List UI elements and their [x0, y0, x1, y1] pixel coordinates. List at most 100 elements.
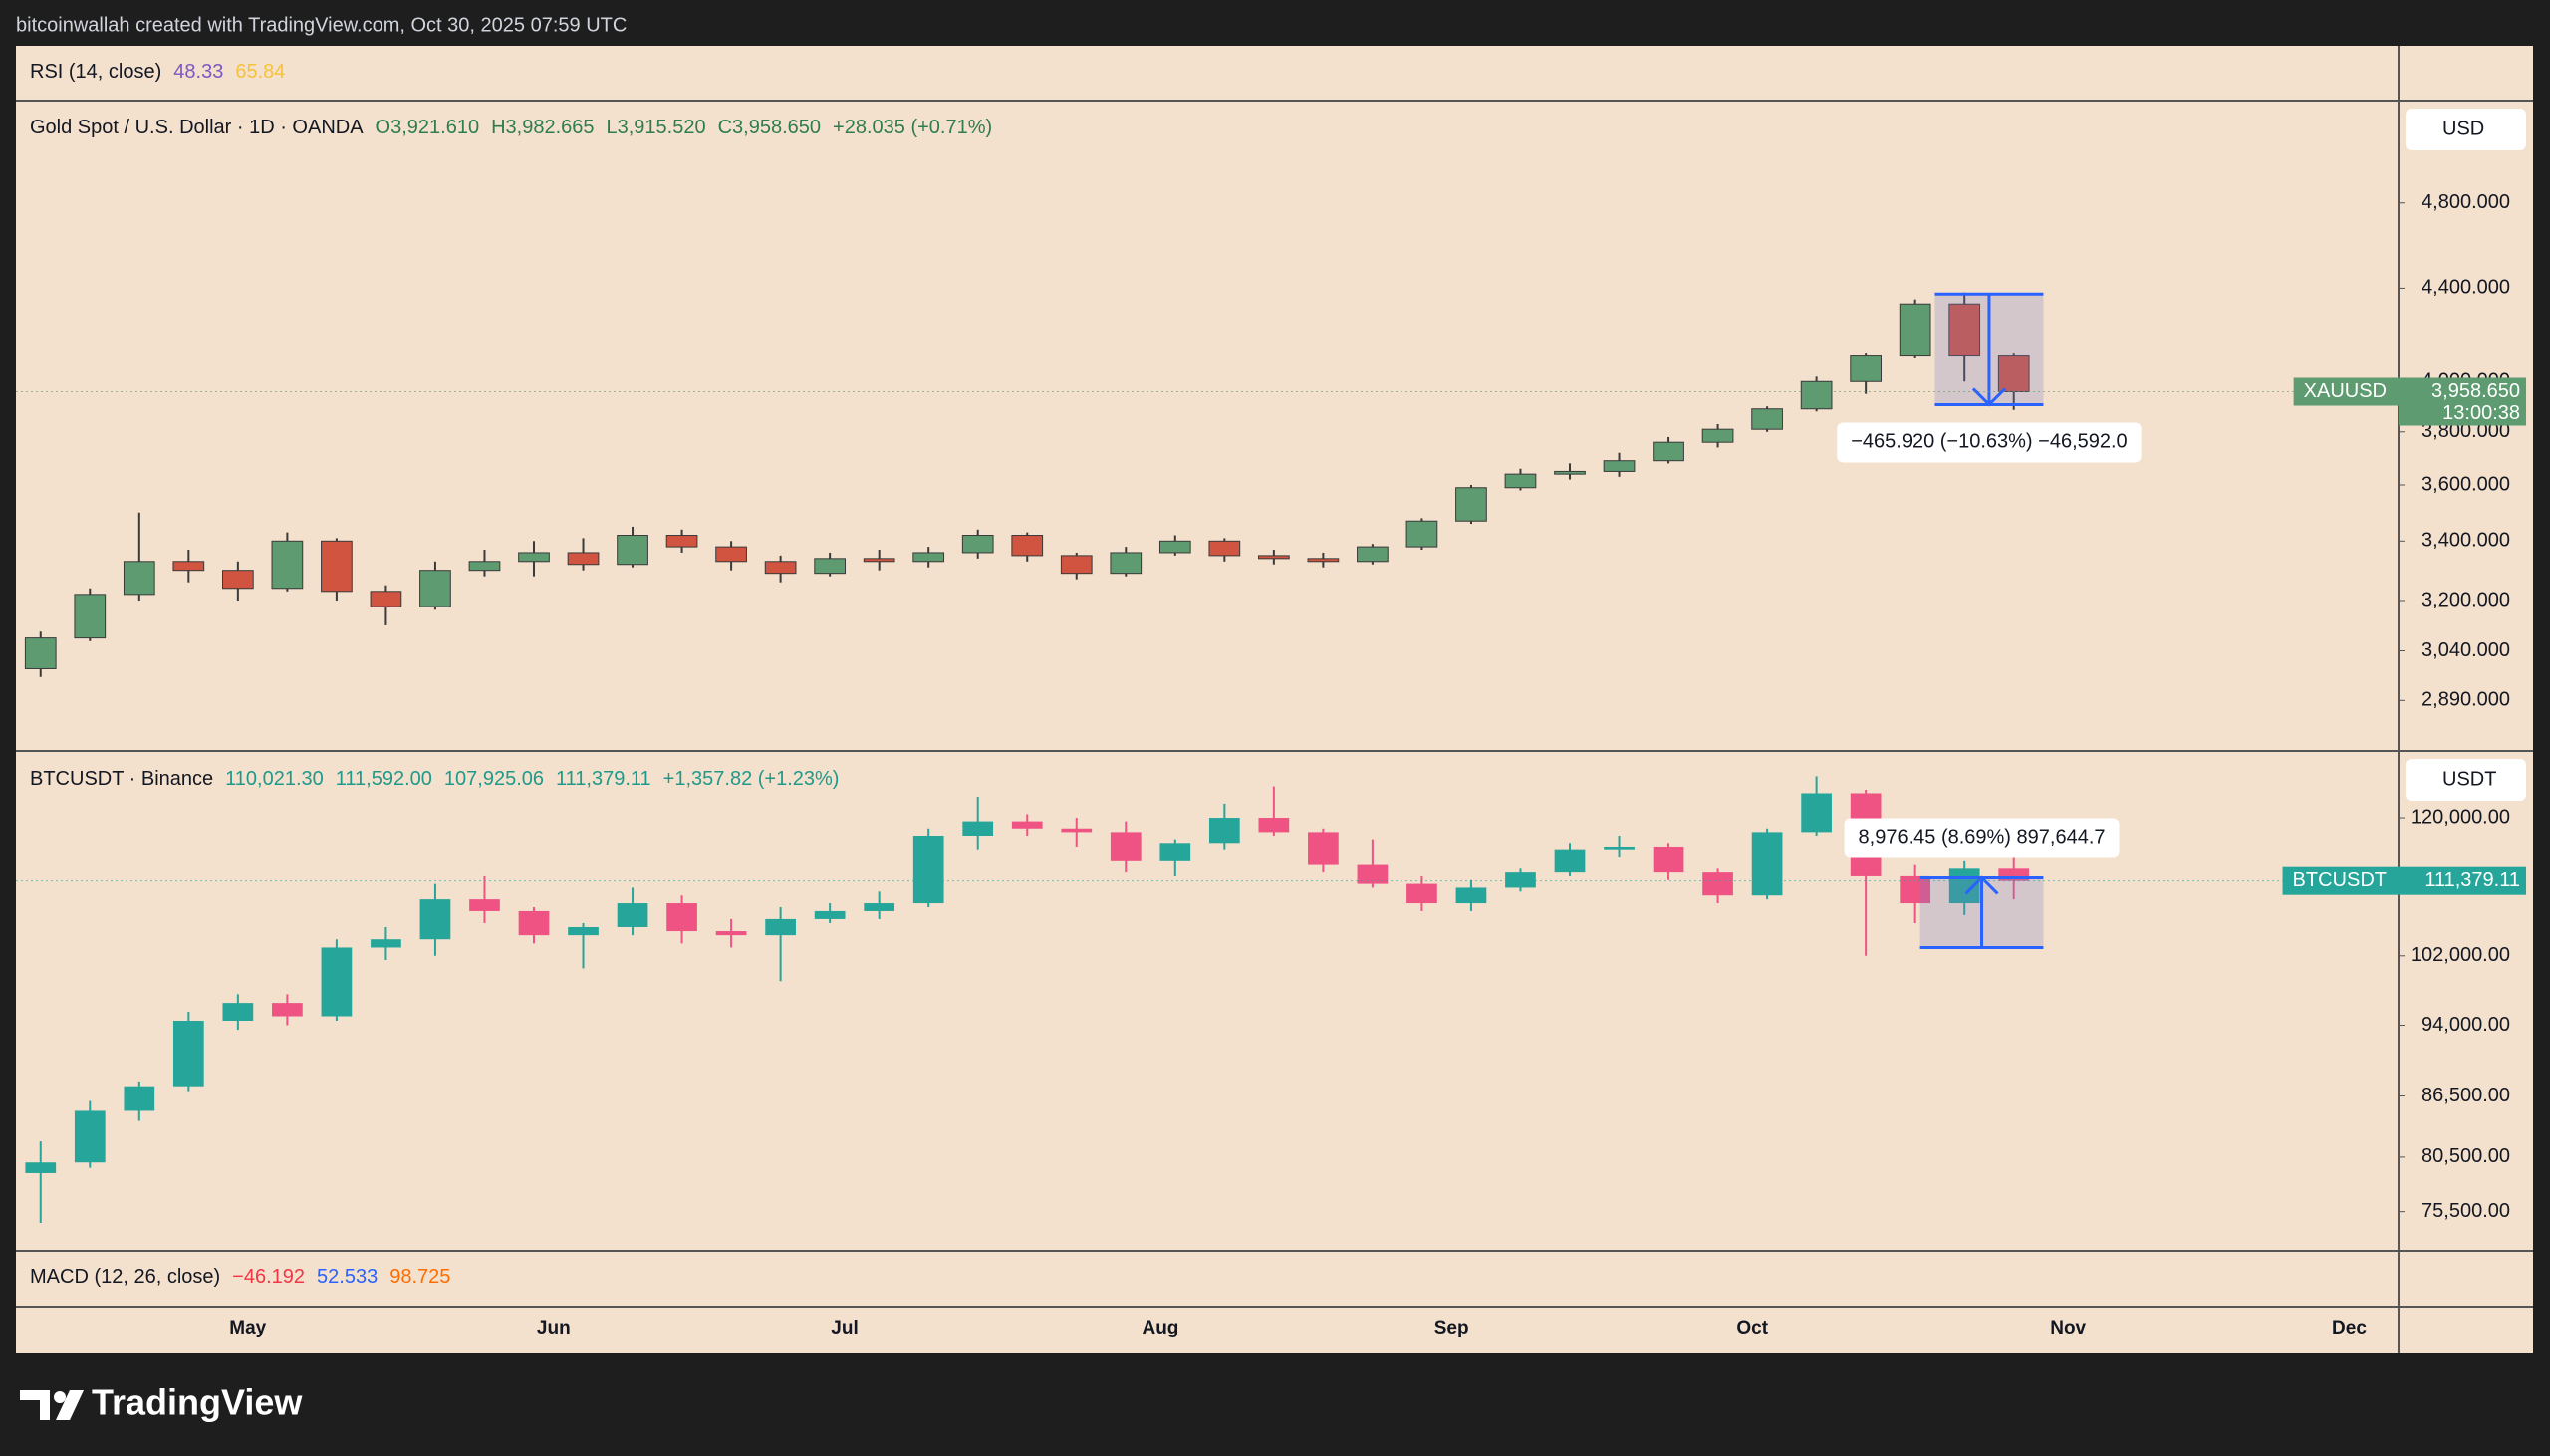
x-tick-label: May	[229, 1318, 266, 1338]
y-tick-label: 2,890.000	[2422, 689, 2510, 711]
candle-body	[123, 561, 155, 596]
measure-arrowhead	[1964, 875, 1999, 895]
y-tick-label: 3,400.000	[2422, 530, 2510, 552]
ohlc-value: O3,921.610	[375, 117, 480, 138]
y-tick-label: 80,500.00	[2422, 1145, 2510, 1167]
candle-body	[1357, 864, 1389, 884]
price-tag	[2399, 377, 2526, 426]
ohlc-value: H3,982.665	[491, 117, 595, 138]
ohlc-value: +1,357.82 (+1.23%)	[662, 768, 840, 790]
candle-body	[617, 535, 648, 566]
candle-body	[74, 594, 107, 639]
candle-body	[765, 918, 796, 936]
last-price-label: 3,958.650	[2431, 380, 2520, 402]
symbol-tag-box	[2282, 866, 2399, 895]
candle-body	[419, 899, 451, 940]
y-tick-label: 4,800.000	[2422, 191, 2510, 213]
candle-body	[1307, 558, 1340, 563]
candle-body	[24, 637, 57, 669]
candle-body	[419, 570, 451, 607]
measure-label-box	[1837, 422, 2142, 463]
ohlc-value: +28.035 (+0.71%)	[833, 117, 993, 138]
y-tick-label: 4,400.000	[2422, 277, 2510, 299]
candle-body	[272, 1003, 303, 1017]
y-tick-label: 3,040.000	[2422, 639, 2510, 661]
ohlc-value: 111,379.11	[556, 768, 651, 790]
logo	[20, 1390, 84, 1420]
currency-box	[2406, 759, 2526, 801]
candle-body	[1406, 883, 1437, 904]
candle-body	[222, 570, 254, 590]
ohlc-value: L3,915.520	[606, 117, 706, 138]
candle-body	[370, 591, 402, 607]
candle-body	[1110, 552, 1143, 575]
price-tag	[2399, 866, 2526, 895]
candle-body	[518, 910, 550, 936]
symbol-tag: BTCUSDT	[2293, 869, 2387, 891]
candle-body	[764, 561, 797, 575]
candle-body	[1751, 408, 1783, 430]
candle-body	[617, 903, 648, 927]
indicator-value: 52.533	[317, 1266, 379, 1288]
symbol-tag: XAUUSD	[2304, 380, 2387, 402]
rsi-legend: RSI (14, close) 48.33 65.84	[30, 62, 285, 82]
candle-body	[666, 903, 697, 932]
candle-body	[1011, 535, 1044, 557]
x-tick-label: Sep	[1434, 1318, 1469, 1338]
candle-body	[912, 836, 944, 904]
candle-body	[715, 546, 747, 563]
candle-body	[172, 561, 205, 572]
candle-body	[271, 540, 304, 590]
candle-body	[1060, 555, 1093, 575]
candle-body	[814, 910, 846, 919]
indicator-name: MACD (12, 26, close)	[30, 1266, 221, 1288]
y-tick-label: 94,000.00	[2422, 1014, 2510, 1036]
brand: TradingView	[92, 1382, 303, 1423]
measure-label: −465.920 (−10.63%) −46,592.0	[1851, 431, 2127, 453]
candle-body	[1554, 849, 1586, 873]
candle-body	[1158, 540, 1191, 554]
currency-box	[2406, 109, 2526, 150]
candle-body	[468, 561, 501, 572]
candle-body	[25, 1162, 57, 1173]
candle-body	[172, 1021, 204, 1087]
y-tick-label: 102,000.00	[2411, 944, 2510, 966]
y-tick-label: 3,600.000	[2422, 473, 2510, 495]
candle-body	[1061, 828, 1093, 833]
y-tick-label: 86,500.00	[2422, 1085, 2510, 1106]
y-tick-label: 3,200.000	[2422, 589, 2510, 610]
measure-label-group: −465.920 (−10.63%) −46,592.0	[1837, 422, 2142, 463]
candle-body	[961, 535, 994, 554]
measure-arrowhead	[1971, 387, 2007, 407]
ohlc-value: 111,592.00	[335, 768, 432, 790]
candle-body	[1504, 473, 1537, 489]
symbol-legend: Gold Spot / U.S. Dollar · 1D · OANDA O3,9…	[30, 118, 992, 137]
ohlc-value: C3,958.650	[717, 117, 822, 138]
candle-body	[1604, 846, 1635, 850]
countdown: 13:00:38	[2442, 402, 2520, 424]
symbol-legend: BTCUSDT · Binance 110,021.30 111,592.00 107…	[30, 769, 839, 789]
candle-body	[863, 558, 895, 563]
candle-body	[1208, 540, 1241, 557]
credit: bitcoinwallah created with TradingView.c…	[16, 14, 627, 36]
candle-body	[962, 821, 994, 837]
indicator-value: 48.33	[173, 61, 224, 83]
candle-body	[1308, 832, 1339, 865]
x-tick-label: Oct	[1736, 1318, 1768, 1338]
x-tick-label: Dec	[2332, 1318, 2367, 1338]
ohlc-value: 110,021.30	[225, 768, 324, 790]
candle-body	[1800, 380, 1833, 410]
measure-label-box	[1844, 818, 2120, 858]
x-tick-label: Jun	[537, 1318, 571, 1338]
candle-body	[568, 926, 599, 936]
y-tick-label: 3,800.000	[2422, 420, 2510, 442]
candle-body	[1405, 520, 1438, 548]
symbol-title: BTCUSDT · Binance	[30, 768, 214, 790]
x-tick-label: Jul	[831, 1318, 858, 1338]
y-tick-label: 75,500.00	[2422, 1200, 2510, 1222]
measure-label-group: 8,976.45 (8.69%) 897,644.7	[1844, 818, 2120, 858]
currency-label: USDT	[2442, 768, 2496, 790]
chart-background	[16, 46, 2533, 1353]
